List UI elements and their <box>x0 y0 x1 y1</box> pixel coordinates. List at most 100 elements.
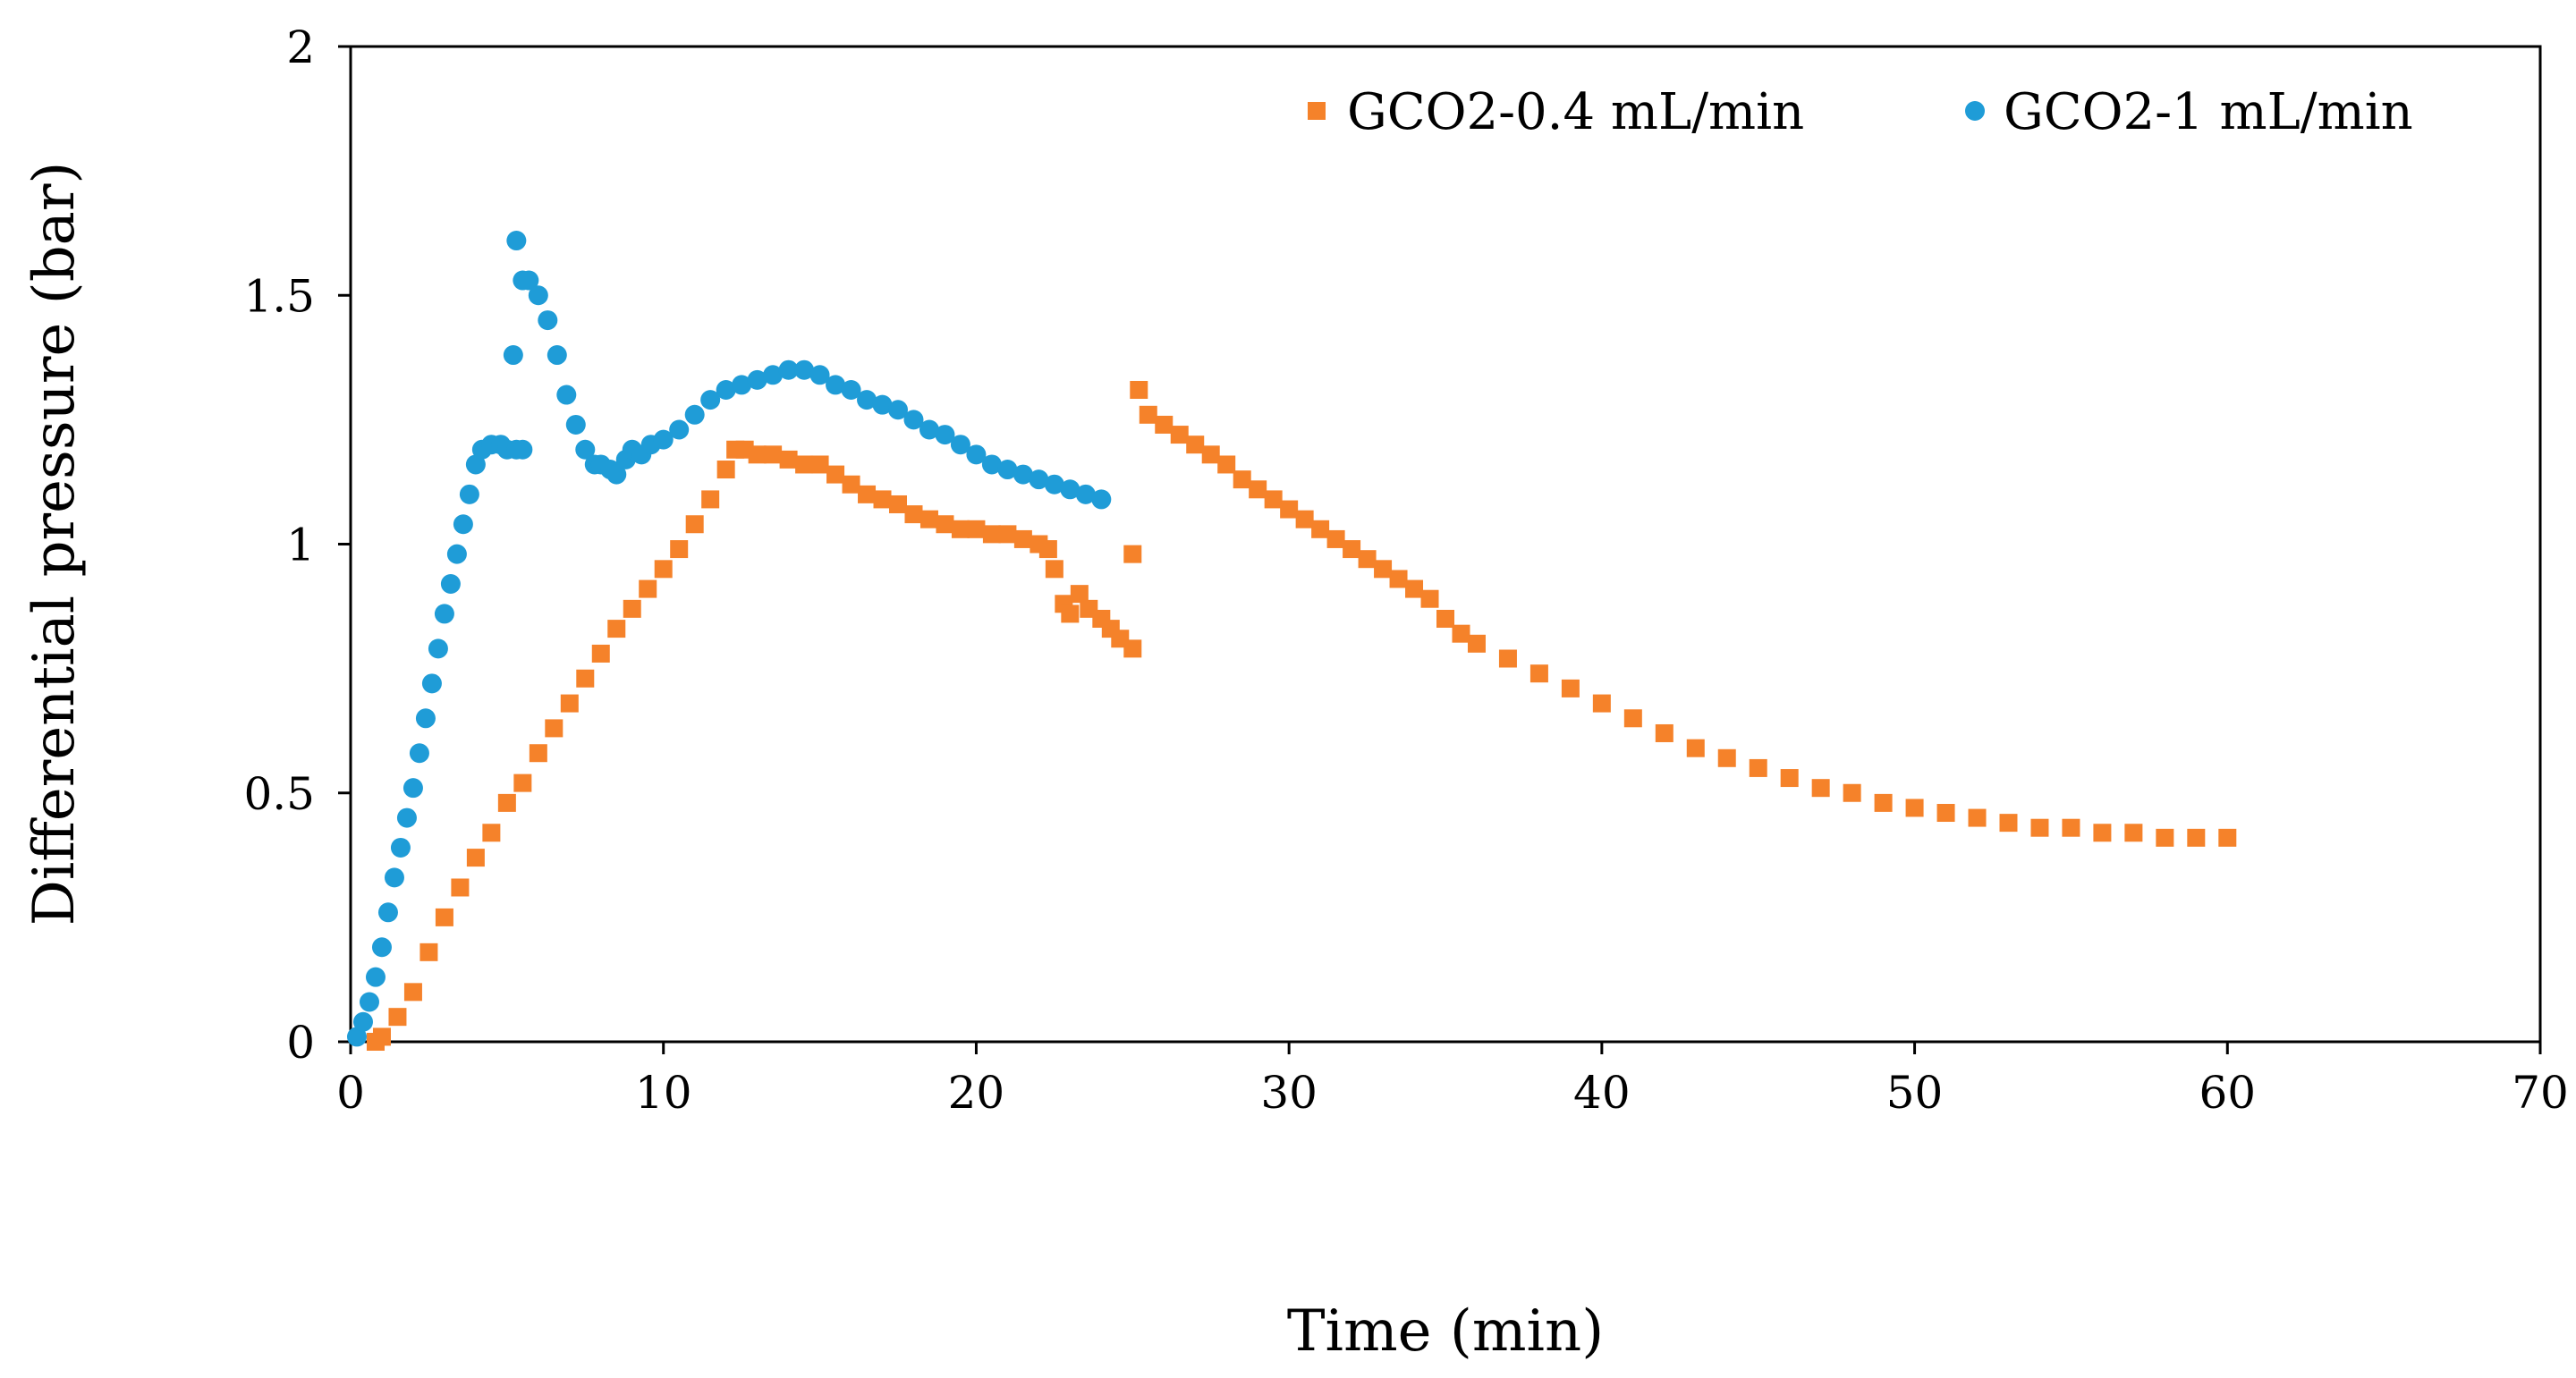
data-point <box>872 394 893 415</box>
data-point <box>1155 415 1174 434</box>
data-point <box>1623 709 1642 728</box>
data-point <box>453 514 473 535</box>
legend-label: GCO2-0.4 mL/min <box>1347 83 1804 141</box>
x-axis-title: Time (min) <box>1287 1298 1604 1365</box>
data-point <box>684 404 705 425</box>
data-point <box>842 475 860 494</box>
data-point <box>1530 664 1548 683</box>
data-point <box>966 444 987 465</box>
data-point <box>428 638 448 659</box>
data-point <box>810 455 829 474</box>
data-point <box>545 719 564 738</box>
data-point <box>1029 469 1049 490</box>
data-point <box>700 390 721 410</box>
data-point <box>1420 589 1439 608</box>
data-point <box>2124 824 2143 842</box>
data-point <box>1436 609 1454 628</box>
data-point <box>1389 570 1408 588</box>
y-tick-label: 1 <box>286 520 315 571</box>
data-point <box>1038 540 1057 559</box>
data-point <box>809 365 830 385</box>
data-point <box>1936 804 1955 823</box>
data-point <box>1060 479 1080 500</box>
data-point <box>388 1008 407 1027</box>
data-point <box>858 485 877 503</box>
data-point <box>377 902 398 923</box>
data-point <box>670 540 689 559</box>
data-point <box>919 419 939 440</box>
data-point <box>716 461 735 479</box>
data-point <box>1139 405 1157 424</box>
data-point <box>1170 426 1189 444</box>
data-point <box>1405 579 1424 598</box>
data-point <box>365 967 386 987</box>
data-point <box>403 983 422 1002</box>
data-point <box>764 445 783 464</box>
data-point <box>2218 828 2237 847</box>
x-tick-label: 30 <box>1260 1067 1318 1119</box>
data-point <box>1968 808 1987 827</box>
data-point <box>1811 779 1830 798</box>
x-tick-label: 20 <box>948 1067 1005 1119</box>
data-point <box>1264 490 1283 509</box>
data-point <box>1374 560 1393 579</box>
data-point <box>1326 529 1345 548</box>
data-point <box>513 439 533 460</box>
data-point <box>2156 828 2174 847</box>
data-point <box>919 510 938 528</box>
data-point <box>409 743 429 764</box>
data-point <box>359 992 379 1012</box>
x-tick-label: 10 <box>635 1067 692 1119</box>
data-point <box>950 435 970 455</box>
data-point <box>2093 824 2112 842</box>
data-point <box>2187 828 2206 847</box>
data-point <box>997 460 1018 480</box>
data-point <box>1013 464 1033 485</box>
data-point <box>2062 818 2080 837</box>
data-point <box>747 369 767 390</box>
data-point <box>465 454 486 475</box>
data-point <box>1280 500 1299 519</box>
data-point <box>556 385 577 405</box>
data-point <box>903 410 924 430</box>
data-point <box>1075 484 1096 504</box>
data-point <box>951 520 970 538</box>
data-point <box>1295 510 1314 528</box>
data-point <box>606 464 627 485</box>
data-point <box>402 778 423 799</box>
data-point <box>560 694 579 713</box>
data-point <box>795 455 814 474</box>
data-point <box>547 345 567 366</box>
data-point <box>936 515 954 534</box>
x-tick-label: 70 <box>2512 1067 2569 1119</box>
data-point <box>482 824 501 842</box>
data-point <box>1561 679 1580 697</box>
data-point <box>390 837 411 858</box>
data-point <box>459 484 479 504</box>
data-point <box>1780 769 1799 788</box>
data-point <box>466 849 485 867</box>
data-point <box>384 867 404 888</box>
x-tick-label: 50 <box>1886 1067 1944 1119</box>
data-point <box>1044 474 1064 495</box>
data-point <box>440 574 461 595</box>
data-point <box>826 375 846 395</box>
data-point <box>716 379 736 400</box>
data-point <box>654 560 673 579</box>
legend-label: GCO2-1 mL/min <box>2004 83 2413 141</box>
data-point <box>1498 649 1517 668</box>
data-point <box>513 774 532 792</box>
data-point <box>1061 604 1080 623</box>
data-point <box>434 604 454 624</box>
y-tick-label: 0 <box>286 1017 315 1069</box>
data-point <box>607 620 626 638</box>
data-point <box>1186 435 1205 454</box>
data-point <box>396 807 417 828</box>
data-point <box>371 937 392 958</box>
data-point <box>1217 455 1236 474</box>
series-gco2-1 <box>346 231 1112 1047</box>
data-point <box>1749 758 1767 777</box>
data-point <box>669 419 690 440</box>
x-tick-label: 0 <box>336 1067 365 1119</box>
